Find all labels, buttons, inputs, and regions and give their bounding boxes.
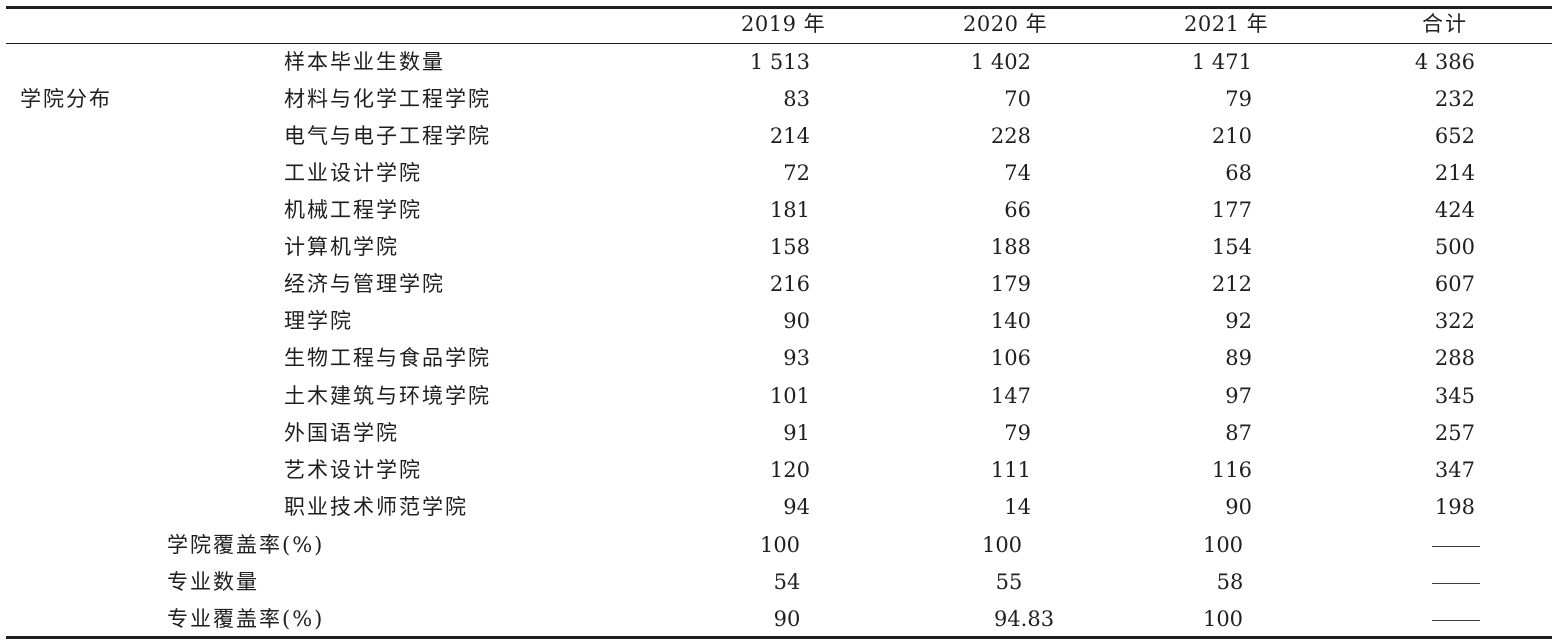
table-top-rule xyxy=(6,6,1552,9)
row-label: 专业覆盖率(%) xyxy=(167,607,325,631)
cell-2021: 116 xyxy=(1211,458,1252,482)
cell-2020: 100 xyxy=(981,533,1023,557)
cell-total: 500 xyxy=(1434,235,1475,259)
cell-2021: 87 xyxy=(1225,421,1252,445)
cell-2019: 54 xyxy=(773,570,801,594)
cell-2020: 111 xyxy=(990,458,1031,482)
cell-total: 345 xyxy=(1434,384,1475,408)
cell-2021: 58 xyxy=(1216,570,1244,594)
cell-2020: 74 xyxy=(1004,161,1031,185)
cell-2020: 94.83 xyxy=(993,607,1055,631)
header-total: 合计 xyxy=(1422,12,1468,36)
cell-2021: 154 xyxy=(1211,235,1252,259)
cell-2020: 147 xyxy=(990,384,1031,408)
cell-total-dash xyxy=(1432,620,1480,621)
cell-2019: 158 xyxy=(769,235,810,259)
cell-2021: 79 xyxy=(1225,87,1252,111)
cell-total: 198 xyxy=(1434,495,1475,519)
cell-2021: 1 471 xyxy=(1191,50,1252,74)
cell-total: 347 xyxy=(1434,458,1475,482)
cell-2021: 100 xyxy=(1202,533,1244,557)
row-label: 学院覆盖率(%) xyxy=(167,533,325,557)
row-label: 材料与化学工程学院 xyxy=(284,87,491,111)
row-label: 专业数量 xyxy=(167,570,259,594)
cell-2020: 179 xyxy=(990,272,1031,296)
cell-total: 4 386 xyxy=(1414,50,1475,74)
cell-2020: 79 xyxy=(1004,421,1031,445)
cell-2021: 90 xyxy=(1225,495,1252,519)
cell-total: 232 xyxy=(1434,87,1475,111)
row-label: 土木建筑与环境学院 xyxy=(284,384,491,408)
header-2021: 2021 年 xyxy=(1184,12,1269,36)
row-label: 经济与管理学院 xyxy=(284,272,445,296)
cell-2020: 66 xyxy=(1004,198,1031,222)
cell-2019: 1 513 xyxy=(749,50,810,74)
cell-2021: 92 xyxy=(1225,309,1252,333)
row-label: 计算机学院 xyxy=(284,235,399,259)
header-2020: 2020 年 xyxy=(963,12,1048,36)
cell-2020: 140 xyxy=(990,309,1031,333)
cell-2021: 100 xyxy=(1202,607,1244,631)
row-label: 机械工程学院 xyxy=(284,198,422,222)
row-label: 职业技术师范学院 xyxy=(284,495,468,519)
cell-2019: 94 xyxy=(783,495,810,519)
cell-2020: 55 xyxy=(995,570,1023,594)
row-label: 电气与电子工程学院 xyxy=(284,124,491,148)
cell-2021: 89 xyxy=(1225,346,1252,370)
cell-total: 322 xyxy=(1434,309,1475,333)
cell-2019: 100 xyxy=(759,533,801,557)
cell-2021: 68 xyxy=(1225,161,1252,185)
cell-total: 257 xyxy=(1434,421,1475,445)
row-label: 工业设计学院 xyxy=(284,161,422,185)
cell-total: 652 xyxy=(1434,124,1475,148)
cell-2019: 91 xyxy=(783,421,810,445)
cell-2021: 212 xyxy=(1211,272,1252,296)
cell-total: 607 xyxy=(1434,272,1475,296)
cell-2019: 181 xyxy=(769,198,810,222)
cell-2019: 101 xyxy=(769,384,810,408)
cell-2020: 228 xyxy=(990,124,1031,148)
cell-total: 288 xyxy=(1434,346,1475,370)
cell-total: 214 xyxy=(1434,161,1475,185)
cell-2020: 1 402 xyxy=(970,50,1031,74)
cell-2019: 72 xyxy=(783,161,810,185)
cell-total-dash xyxy=(1432,583,1480,584)
cell-total-dash xyxy=(1432,546,1480,547)
cell-2019: 216 xyxy=(769,272,810,296)
cell-2021: 210 xyxy=(1211,124,1252,148)
cell-total: 424 xyxy=(1434,198,1475,222)
cell-2020: 14 xyxy=(1004,495,1031,519)
cell-2020: 188 xyxy=(990,235,1031,259)
group-label-college-distribution: 学院分布 xyxy=(20,87,112,111)
cell-2019: 214 xyxy=(769,124,810,148)
cell-2021: 177 xyxy=(1211,198,1252,222)
cell-2019: 120 xyxy=(769,458,810,482)
cell-2019: 90 xyxy=(773,607,801,631)
row-label: 样本毕业生数量 xyxy=(284,50,445,74)
cell-2019: 90 xyxy=(783,309,810,333)
row-label: 外国语学院 xyxy=(284,421,399,445)
cell-2020: 106 xyxy=(990,346,1031,370)
row-label: 艺术设计学院 xyxy=(284,458,422,482)
cell-2021: 97 xyxy=(1225,384,1252,408)
table-header-rule xyxy=(6,43,1552,44)
cell-2020: 70 xyxy=(1004,87,1031,111)
header-2019: 2019 年 xyxy=(741,12,826,36)
row-label: 生物工程与食品学院 xyxy=(284,346,491,370)
cell-2019: 93 xyxy=(783,346,810,370)
table-bottom-rule xyxy=(6,636,1552,639)
cell-2019: 83 xyxy=(783,87,810,111)
row-label: 理学院 xyxy=(284,309,353,333)
